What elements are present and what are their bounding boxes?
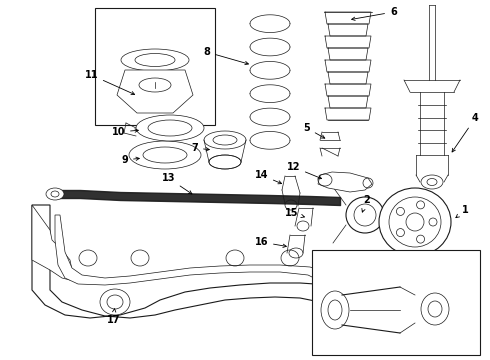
Text: 13: 13 [162, 173, 192, 194]
Polygon shape [318, 172, 372, 192]
Bar [95, 8, 215, 125]
Text: 11: 11 [84, 70, 135, 95]
Text: 12: 12 [287, 162, 321, 179]
Ellipse shape [421, 175, 443, 189]
Text: 9: 9 [121, 155, 139, 165]
Text: 2: 2 [362, 195, 370, 212]
Ellipse shape [421, 293, 449, 325]
Text: 3: 3 [463, 257, 479, 298]
Ellipse shape [321, 291, 349, 329]
Ellipse shape [209, 155, 241, 169]
Polygon shape [117, 70, 193, 113]
Ellipse shape [129, 141, 201, 169]
Ellipse shape [136, 115, 204, 141]
Text: 1: 1 [456, 205, 469, 218]
Polygon shape [32, 205, 345, 318]
Ellipse shape [46, 188, 64, 200]
Ellipse shape [389, 197, 441, 247]
Text: 14: 14 [254, 170, 282, 184]
Text: 16: 16 [254, 237, 286, 247]
Text: 8: 8 [203, 47, 248, 65]
Polygon shape [55, 215, 330, 285]
Ellipse shape [379, 188, 451, 256]
Text: 4: 4 [452, 113, 479, 152]
Ellipse shape [100, 289, 130, 315]
Polygon shape [32, 205, 72, 280]
Ellipse shape [204, 131, 246, 149]
Text: 5: 5 [303, 123, 325, 138]
Text: 7: 7 [191, 143, 209, 153]
Ellipse shape [346, 197, 384, 233]
Bar [312, 250, 480, 355]
Text: 6: 6 [352, 7, 397, 21]
Text: 10: 10 [112, 127, 138, 137]
Text: 17: 17 [106, 309, 120, 325]
Text: 15: 15 [285, 208, 304, 218]
